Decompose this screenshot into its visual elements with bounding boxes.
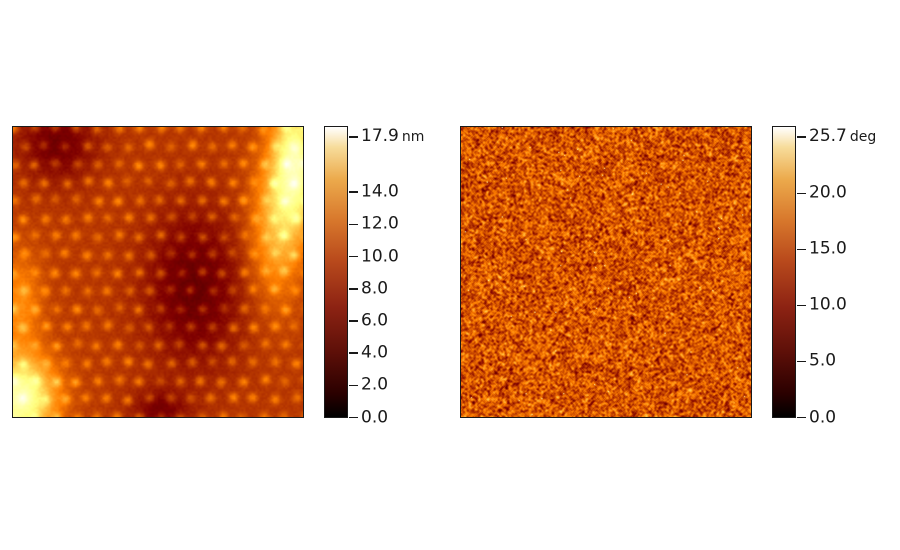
height-colorbar-tick-label: 10.0 — [361, 246, 399, 267]
phase-unit-label: deg — [849, 129, 877, 145]
phase-colorbar: 0.0 5.0 10.0 15.0 20.0 25.7 deg — [772, 126, 876, 426]
height-colorbar: 0.0 2.0 4.0 6.0 8.0 10.0 12.0 14.0 17.9 nm — [324, 126, 424, 426]
height-map-image — [12, 126, 304, 418]
phase-map-image — [460, 126, 752, 418]
phase-colorbar-tick-label: 10.0 — [809, 294, 847, 315]
height-colorbar-tick-label: 8.0 — [361, 278, 389, 299]
phase-max-value: 25.7 — [809, 126, 847, 146]
phase-colorbar-tick-label: 15.0 — [809, 238, 847, 259]
height-max-value: 17.9 — [361, 126, 399, 146]
phase-colorbar-max-label: 25.7 deg — [809, 128, 876, 146]
phase-colorbar-tick — [797, 416, 806, 419]
height-colorbar-tick — [349, 352, 358, 354]
height-colorbar-tick — [349, 384, 358, 387]
height-colorbar-tick-label: 2.0 — [361, 374, 389, 395]
height-colorbar-tick-label: 0.0 — [361, 407, 389, 427]
height-colorbar-tick-label: 6.0 — [361, 310, 389, 331]
phase-colorbar-tick — [797, 192, 806, 195]
phase-colorbar-max-tick — [797, 136, 806, 138]
phase-colorbar-tick — [797, 304, 806, 307]
height-colorbar-tick — [349, 191, 358, 193]
height-colorbar-tick — [349, 255, 358, 258]
height-colorbar-tick-label: 12.0 — [361, 213, 399, 234]
height-colorbar-tick — [349, 223, 358, 226]
phase-colorbar-tick — [797, 360, 806, 363]
phase-colorbar-tick-label: 0.0 — [809, 407, 837, 427]
height-colorbar-tick — [349, 416, 358, 419]
height-unit-label: nm — [401, 129, 425, 145]
height-colorbar-tick — [349, 288, 358, 290]
phase-map-canvas — [461, 127, 751, 417]
height-colorbar-tick-label: 14.0 — [361, 181, 399, 202]
phase-colorbar-tick-label: 5.0 — [809, 350, 837, 371]
phase-colorbar-tick — [797, 248, 806, 251]
height-colorbar-tick — [349, 320, 358, 322]
height-map-canvas — [13, 127, 303, 417]
height-colorbar-tick-label: 4.0 — [361, 342, 389, 363]
phase-colorbar-tick-label: 20.0 — [809, 182, 847, 203]
height-colorbar-max-label: 17.9 nm — [361, 128, 424, 146]
height-colorbar-max-tick — [349, 136, 358, 138]
